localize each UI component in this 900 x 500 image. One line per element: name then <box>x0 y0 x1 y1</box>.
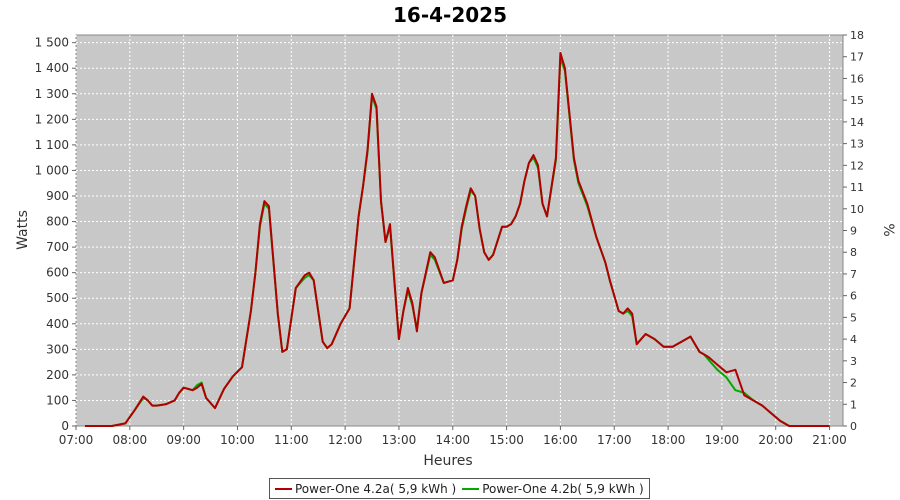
y-tick-label: 1 000 <box>35 163 69 177</box>
y2-tick-label: 9 <box>850 225 857 238</box>
x-tick-label: 08:00 <box>113 433 148 447</box>
y2-tick-label: 11 <box>850 181 864 194</box>
y-tick-label: 600 <box>46 266 69 280</box>
x-tick-label: 21:00 <box>812 433 847 447</box>
y-axis-label: Watts <box>15 210 31 250</box>
y2-tick-label: 12 <box>850 159 864 172</box>
y-tick-label: 500 <box>46 291 69 305</box>
y2-tick-label: 7 <box>850 268 857 281</box>
y2-tick-label: 18 <box>850 29 864 42</box>
y2-tick-label: 0 <box>850 420 857 433</box>
y-tick-label: 200 <box>46 368 69 382</box>
legend-swatch-b <box>462 487 480 490</box>
y-tick-label: 1 300 <box>35 87 69 101</box>
y2-tick-label: 2 <box>850 377 857 390</box>
x-tick-label: 15:00 <box>489 433 524 447</box>
legend-label-b: Power-One 4.2b( 5,9 kWh ) <box>482 481 644 496</box>
x-tick-label: 12:00 <box>328 433 363 447</box>
legend: Power-One 4.2a( 5,9 kWh ) Power-One 4.2b… <box>269 478 650 499</box>
x-tick-label: 11:00 <box>274 433 309 447</box>
y2-tick-label: 14 <box>850 116 864 129</box>
y2-tick-label: 13 <box>850 138 864 151</box>
y-tick-label: 300 <box>46 342 69 356</box>
x-axis-ticks: 07:00 08:00 09:00 10:00 11:00 12:00 13:00 14:00… <box>59 426 847 447</box>
x-tick-label: 07:00 <box>59 433 94 447</box>
legend-item-a: Power-One 4.2a( 5,9 kWh ) <box>275 482 456 496</box>
y-tick-label: 1 200 <box>35 112 69 126</box>
y2-tick-label: 15 <box>850 94 864 107</box>
y2-tick-label: 5 <box>850 311 857 324</box>
x-tick-label: 17:00 <box>597 433 632 447</box>
y2-tick-label: 6 <box>850 290 857 303</box>
legend-swatch-a <box>275 487 292 490</box>
y-tick-label: 1 400 <box>35 61 69 75</box>
y2-tick-label: 3 <box>850 355 857 368</box>
x-tick-label: 16:00 <box>543 433 578 447</box>
series-line-a <box>85 51 830 427</box>
plot-area <box>75 34 844 427</box>
y-tick-label: 1 100 <box>35 138 69 152</box>
y2-tick-label: 17 <box>850 51 864 64</box>
y2-axis-label: % <box>880 223 896 236</box>
y-tick-label: 100 <box>46 393 69 407</box>
series-lines <box>85 51 830 427</box>
y2-tick-label: 10 <box>850 203 864 216</box>
y-axis-ticks: 0 100 200 300 400 500 600 700 800 900 1 000 1 100 1 … <box>35 36 76 433</box>
y-tick-label: 400 <box>46 317 69 331</box>
y2-tick-label: 4 <box>850 333 857 346</box>
x-tick-label: 18:00 <box>651 433 686 447</box>
y-tick-label: 1 500 <box>35 36 69 50</box>
y-tick-label: 0 <box>61 419 69 433</box>
y-tick-label: 800 <box>46 215 69 229</box>
x-tick-label: 13:00 <box>382 433 417 447</box>
y2-tick-label: 8 <box>850 246 857 259</box>
y2-tick-label: 16 <box>850 72 864 85</box>
x-tick-label: 19:00 <box>705 433 740 447</box>
y2-tick-label: 1 <box>850 398 857 411</box>
x-tick-label: 20:00 <box>758 433 793 447</box>
x-axis-label: Heures <box>423 453 472 469</box>
legend-item-b: Power-One 4.2b( 5,9 kWh ) <box>462 481 644 496</box>
chart-title: 16-4-2025 <box>393 3 507 27</box>
x-tick-label: 14:00 <box>435 433 470 447</box>
legend-label-a: Power-One 4.2a( 5,9 kWh ) <box>295 481 457 496</box>
y-tick-label: 900 <box>46 189 69 203</box>
y-tick-label: 700 <box>46 240 69 254</box>
x-tick-label: 10:00 <box>220 433 255 447</box>
gridlines <box>75 35 843 426</box>
x-tick-label: 09:00 <box>166 433 201 447</box>
